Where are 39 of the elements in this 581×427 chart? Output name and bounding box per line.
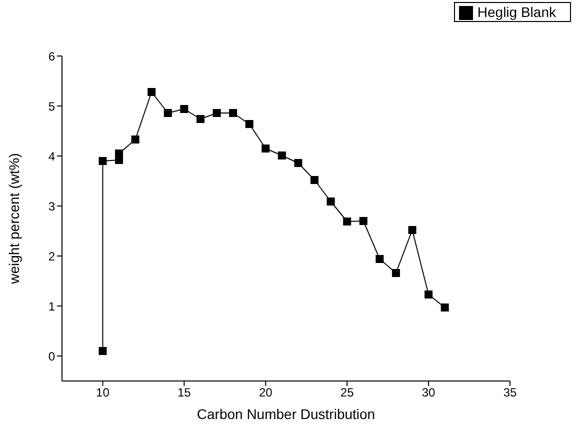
x-tick-label: 10: [96, 386, 110, 400]
point: [148, 88, 156, 96]
y-axis-title: weight percent (wt%): [6, 153, 22, 285]
point: [392, 269, 400, 277]
x-tick-label: 20: [258, 386, 273, 400]
x-tick-label: 15: [178, 386, 192, 400]
point: [98, 347, 107, 355]
point: [326, 198, 335, 206]
y-tick-label: 3: [48, 199, 56, 214]
point: [245, 120, 254, 128]
point: [98, 157, 107, 165]
point: [440, 304, 449, 312]
x-tick-label: 25: [340, 386, 354, 400]
y-tick-label: 1: [48, 299, 56, 314]
point: [115, 150, 124, 158]
y-tick-label: 4: [48, 149, 56, 164]
y-tick-label: 2: [48, 249, 56, 264]
point: [376, 255, 384, 263]
point: [294, 159, 302, 167]
y-tick-label: 6: [48, 49, 56, 64]
y-tick-label: 0: [48, 349, 56, 364]
point: [131, 136, 140, 144]
x-tick-label: 35: [503, 386, 517, 400]
x-axis-title: Carbon Number Dustribution: [196, 406, 376, 422]
point: [359, 217, 368, 225]
point: [196, 115, 204, 123]
y-tick-label: 5: [48, 99, 56, 114]
point: [180, 105, 188, 113]
x-tick-label: 30: [422, 386, 436, 400]
point: [310, 176, 319, 184]
point: [278, 152, 286, 160]
point: [229, 109, 238, 117]
legend-label: Heglig Blank: [477, 4, 556, 20]
point: [424, 290, 433, 298]
point: [343, 218, 352, 226]
point: [262, 144, 270, 152]
point: [212, 109, 221, 117]
point: [408, 226, 416, 234]
point: [164, 109, 172, 117]
